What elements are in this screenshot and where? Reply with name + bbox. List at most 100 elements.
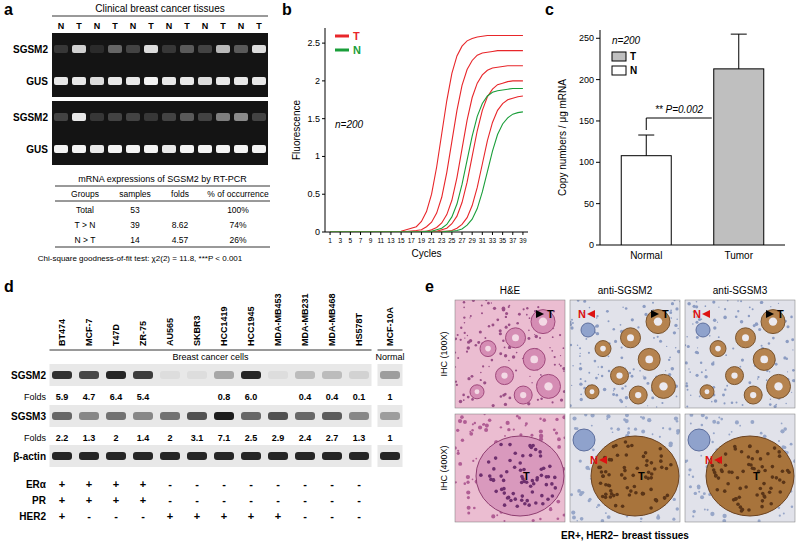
blot-band bbox=[241, 452, 261, 460]
nucleus bbox=[741, 359, 744, 362]
nucleus bbox=[649, 488, 653, 492]
nucleus bbox=[791, 338, 794, 341]
nucleus bbox=[464, 332, 466, 334]
nucleus bbox=[496, 514, 498, 516]
nucleus bbox=[599, 481, 603, 485]
receptor-status: + bbox=[221, 510, 227, 522]
gel-band bbox=[216, 77, 230, 85]
nucleus bbox=[604, 470, 608, 474]
legend-swatch bbox=[335, 49, 349, 52]
nucleus bbox=[502, 487, 506, 491]
nucleus bbox=[552, 336, 554, 338]
receptor-status: - bbox=[114, 510, 118, 522]
nucleus bbox=[572, 365, 574, 367]
gel-band bbox=[216, 45, 230, 53]
nucleus bbox=[551, 350, 553, 352]
nucleus bbox=[630, 444, 634, 448]
lane-label: N bbox=[202, 21, 209, 31]
nucleus bbox=[762, 482, 766, 486]
nucleus bbox=[642, 492, 646, 496]
nucleus bbox=[571, 510, 575, 514]
nucleus bbox=[653, 337, 655, 339]
y-tick-label: 200 bbox=[579, 75, 594, 85]
lane-label: T bbox=[112, 21, 118, 31]
group-label: Normal bbox=[375, 352, 404, 362]
table-cell: 53 bbox=[130, 205, 140, 215]
nucleus bbox=[740, 320, 743, 323]
nucleus bbox=[617, 428, 620, 431]
receptor-status: + bbox=[113, 494, 119, 506]
lumen bbox=[731, 372, 737, 378]
tissue-background bbox=[570, 414, 680, 522]
nucleus bbox=[644, 451, 648, 455]
cell-line-label: MCF-7 bbox=[84, 319, 94, 347]
nucleus bbox=[499, 443, 503, 447]
nucleus bbox=[540, 398, 543, 401]
nucleus bbox=[620, 324, 622, 326]
nucleus bbox=[666, 346, 667, 347]
nucleus bbox=[585, 466, 589, 470]
cell-line-label: HS578T bbox=[354, 312, 364, 346]
nucleus bbox=[504, 354, 507, 357]
nucleus bbox=[645, 463, 649, 467]
nucleus bbox=[737, 310, 739, 312]
nucleus bbox=[717, 322, 718, 323]
nucleus bbox=[778, 478, 782, 482]
nucleus bbox=[791, 506, 794, 509]
nucleus bbox=[570, 323, 572, 326]
fold-value: 1 bbox=[387, 392, 392, 402]
table-header: samples bbox=[119, 189, 151, 199]
nucleus bbox=[673, 498, 676, 501]
receptor-status: - bbox=[276, 478, 280, 490]
blot-band bbox=[214, 412, 234, 420]
nucleus bbox=[692, 476, 694, 478]
nucleus bbox=[503, 520, 505, 522]
nucleus bbox=[496, 318, 499, 321]
lumen bbox=[520, 392, 526, 398]
lumen bbox=[742, 334, 749, 341]
blot-band bbox=[187, 412, 207, 420]
nucleus bbox=[540, 374, 542, 376]
nucleus bbox=[460, 415, 464, 419]
nucleus bbox=[657, 336, 659, 338]
y-tick-label: 2.5 bbox=[307, 38, 320, 48]
nucleus bbox=[763, 495, 767, 499]
nucleus bbox=[555, 418, 558, 421]
nucleus bbox=[623, 477, 627, 481]
lane-label: T bbox=[76, 21, 82, 31]
nucleus bbox=[705, 305, 707, 307]
y-tick bbox=[322, 232, 325, 233]
nucleus bbox=[665, 467, 669, 471]
nucleus bbox=[713, 319, 716, 322]
x-tick-label: 29 bbox=[469, 237, 477, 244]
table-cell: 26% bbox=[229, 235, 246, 245]
fold-value: 0.4 bbox=[326, 392, 339, 402]
nucleus bbox=[713, 471, 717, 475]
nucleus bbox=[480, 379, 482, 381]
nucleus bbox=[739, 425, 741, 427]
cell-line-label: T47D bbox=[111, 323, 121, 346]
fold-value: 6.0 bbox=[245, 392, 258, 402]
nucleus bbox=[645, 459, 649, 463]
nucleus bbox=[507, 496, 511, 500]
nucleus bbox=[579, 459, 582, 462]
x-tick-label: 5 bbox=[349, 237, 353, 244]
nucleus bbox=[610, 427, 613, 430]
gel-band bbox=[162, 45, 176, 53]
blot-band bbox=[79, 412, 99, 420]
gland bbox=[585, 385, 599, 399]
lane-label: T bbox=[184, 21, 190, 31]
lane-label: N bbox=[166, 21, 173, 31]
nucleus bbox=[787, 371, 788, 372]
nucleus bbox=[624, 440, 628, 444]
region-marker: N bbox=[705, 454, 713, 466]
nucleus bbox=[579, 367, 583, 371]
x-tick-label: 25 bbox=[448, 237, 456, 244]
nucleus bbox=[551, 494, 555, 498]
legend-swatch bbox=[612, 66, 626, 75]
receptor-status: + bbox=[194, 510, 200, 522]
nucleus bbox=[625, 396, 629, 400]
nucleus bbox=[669, 463, 673, 467]
nucleus bbox=[606, 310, 609, 313]
x-axis-title: Cycles bbox=[411, 248, 441, 259]
